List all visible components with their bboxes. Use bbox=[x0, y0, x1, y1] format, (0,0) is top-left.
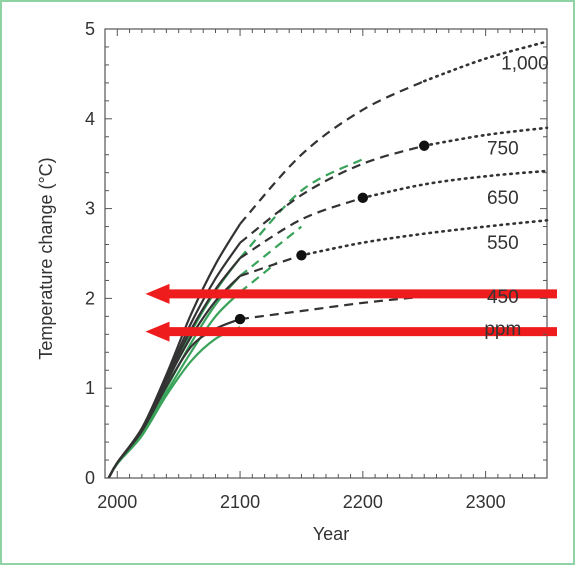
plot-frame bbox=[104, 28, 548, 479]
series-450-dashed-line bbox=[239, 290, 486, 321]
x-tick-label-2000: 2000 bbox=[97, 492, 137, 512]
series-650-dashed-line bbox=[239, 196, 364, 259]
stabilization-points bbox=[234, 140, 430, 325]
series-650-dotted-line bbox=[361, 169, 549, 200]
plot-area bbox=[104, 28, 548, 479]
series-550-dotted-line bbox=[300, 219, 549, 257]
stabilization-point-3 bbox=[357, 192, 369, 204]
x-tick-label-2200: 2200 bbox=[343, 492, 383, 512]
stabilization-point-4 bbox=[419, 140, 430, 151]
scenario-label-3: 650 bbox=[487, 188, 519, 209]
series-650-green-dashed-line bbox=[239, 225, 303, 277]
axes: 0 1 2 3 4 5 2000 2100 2200 2300 Year Temperature ch… bbox=[36, 19, 548, 544]
series-1-000-dotted-line bbox=[422, 40, 549, 83]
red-arrows bbox=[145, 283, 557, 342]
red-arrow-1-head bbox=[145, 283, 170, 304]
red-arrow-2-head bbox=[145, 321, 170, 342]
series-layer bbox=[107, 40, 549, 479]
series-1-000-dashed-line bbox=[239, 80, 425, 225]
y-tick-label-1: 1 bbox=[85, 378, 95, 398]
scenario-label-2: 750 bbox=[487, 139, 519, 160]
series-750-green-dashed-line bbox=[239, 158, 364, 259]
stabilization-point-1 bbox=[234, 313, 246, 325]
stabilization-point-2 bbox=[296, 250, 307, 261]
series-750-dashed-line bbox=[239, 144, 425, 244]
scenario-label-6: ppm bbox=[484, 319, 521, 340]
y-axis-title: Temperature change (°C) bbox=[36, 157, 56, 359]
scenario-label-1: 1,000 bbox=[501, 53, 549, 74]
y-tick-label-4: 4 bbox=[85, 109, 95, 129]
scenario-label-5: 450 bbox=[487, 287, 519, 308]
red-arrow-1 bbox=[145, 283, 557, 304]
x-tick-label-2300: 2300 bbox=[466, 492, 506, 512]
x-tick-label-2100: 2100 bbox=[220, 492, 260, 512]
series-750-dotted-line bbox=[422, 126, 549, 147]
y-tick-label-3: 3 bbox=[85, 199, 95, 219]
y-tick-label-2: 2 bbox=[85, 288, 95, 308]
y-tick-label-0: 0 bbox=[85, 468, 95, 488]
x-axis-title: Year bbox=[313, 524, 349, 544]
y-tick-label-5: 5 bbox=[85, 19, 95, 39]
scenario-label-4: 550 bbox=[487, 233, 519, 254]
scenario-labels: 1,000 750 650 550 450 ppm bbox=[484, 53, 548, 340]
red-arrow-2 bbox=[145, 321, 557, 342]
